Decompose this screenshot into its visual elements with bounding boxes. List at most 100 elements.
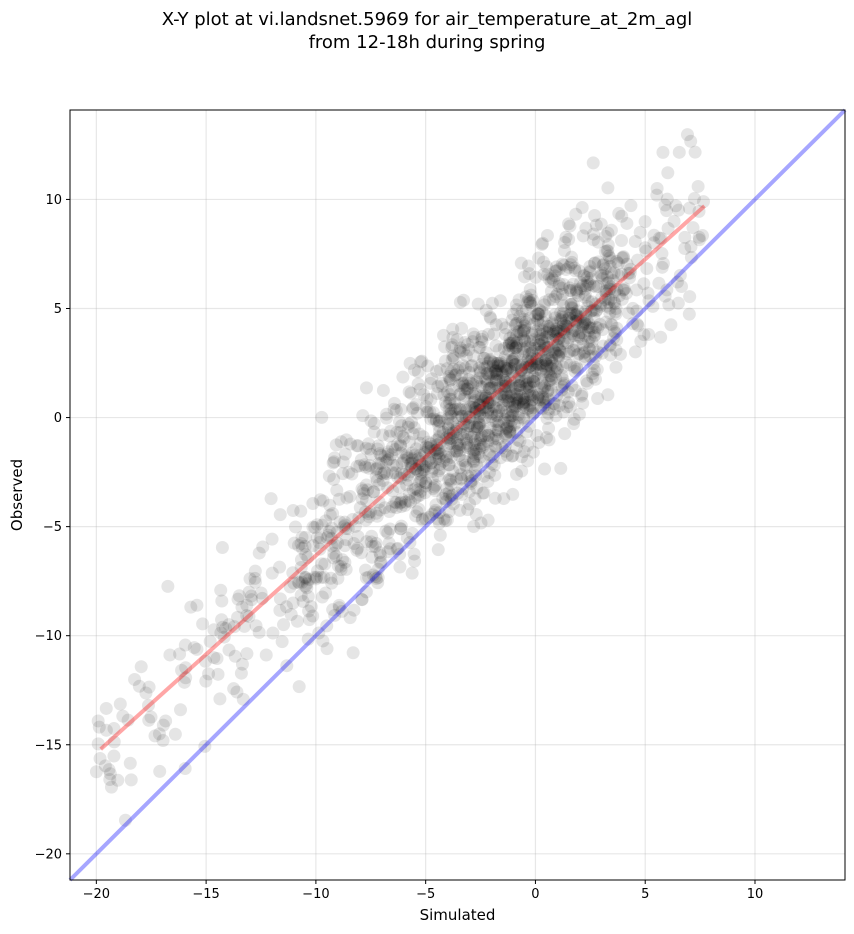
scatter-point <box>586 156 600 170</box>
scatter-point <box>449 472 463 486</box>
scatter-point <box>394 446 408 460</box>
scatter-point <box>421 435 435 449</box>
scatter-point <box>451 363 465 377</box>
scatter-point <box>552 262 566 276</box>
scatter-point <box>382 536 396 550</box>
scatter-point <box>444 409 458 423</box>
scatter-point <box>498 429 512 443</box>
scatter-point <box>561 336 575 350</box>
scatter-point <box>552 277 566 291</box>
scatter-point <box>366 485 380 499</box>
scatter-point <box>517 366 531 380</box>
scatter-point <box>518 392 532 406</box>
scatter-point <box>487 458 501 472</box>
scatter-point <box>477 486 491 500</box>
scatter-point <box>470 422 484 436</box>
scatter-point <box>518 334 532 348</box>
scatter-point <box>437 512 451 526</box>
scatter-point <box>91 714 105 728</box>
scatter-point <box>525 326 539 340</box>
scatter-point <box>559 319 573 333</box>
scatter-point <box>610 254 624 268</box>
scatter-point <box>454 471 468 485</box>
scatter-point <box>359 513 373 527</box>
scatter-point <box>178 638 192 652</box>
scatter-point <box>401 451 415 465</box>
scatter-point <box>199 674 213 688</box>
scatter-point <box>453 387 467 401</box>
scatter-point <box>328 451 342 465</box>
scatter-point <box>684 134 698 148</box>
scatter-point <box>518 334 532 348</box>
scatter-point <box>498 444 512 458</box>
scatter-point <box>430 438 444 452</box>
scatter-point <box>511 408 525 422</box>
scatter-point <box>600 244 614 258</box>
scatter-point <box>540 359 554 373</box>
scatter-point <box>525 388 539 402</box>
scatter-point <box>538 392 552 406</box>
scatter-point <box>488 376 502 390</box>
scatter-point <box>583 349 597 363</box>
scatter-point <box>411 365 425 379</box>
scatter-point <box>620 257 634 271</box>
scatter-point <box>310 530 324 544</box>
scatter-point <box>465 469 479 483</box>
scatter-point <box>464 477 478 491</box>
scatter-point <box>363 442 377 456</box>
scatter-point <box>487 400 501 414</box>
scatter-point <box>196 617 210 631</box>
scatter-point <box>598 245 612 259</box>
scatter-point <box>358 460 372 474</box>
scatter-point <box>397 453 411 467</box>
scatter-point <box>593 317 607 331</box>
scatter-point <box>526 393 540 407</box>
scatter-point <box>550 287 564 301</box>
scatter-point <box>510 415 524 429</box>
scatter-point <box>308 520 322 534</box>
scatter-point <box>570 316 584 330</box>
scatter-point <box>426 406 440 420</box>
scatter-point <box>522 295 536 309</box>
scatter-point <box>630 317 644 331</box>
scatter-point <box>508 351 522 365</box>
scatter-point <box>410 406 424 420</box>
scatter-point <box>544 369 558 383</box>
scatter-point <box>522 360 536 374</box>
scatter-point <box>534 363 548 377</box>
scatter-point <box>478 372 492 386</box>
scatter-point <box>602 276 616 290</box>
scatter-point <box>519 290 533 304</box>
scatter-point <box>519 316 533 330</box>
scatter-point <box>587 279 601 293</box>
scatter-point <box>541 385 555 399</box>
scatter-point <box>473 442 487 456</box>
scatter-point <box>395 419 409 433</box>
scatter-point <box>615 292 629 306</box>
scatter-point <box>601 388 615 402</box>
scatter-point <box>464 376 478 390</box>
scatter-point <box>518 319 532 333</box>
scatter-point <box>232 589 246 603</box>
scatter-point <box>555 309 569 323</box>
scatter-point <box>325 521 339 535</box>
scatter-point <box>427 412 441 426</box>
scatter-point <box>552 332 566 346</box>
scatter-point <box>545 271 559 285</box>
scatter-point <box>579 221 593 235</box>
scatter-point <box>577 346 591 360</box>
scatter-point <box>354 546 368 560</box>
scatter-point <box>479 346 493 360</box>
scatter-point <box>695 229 709 243</box>
scatter-point <box>578 349 592 363</box>
scatter-point <box>596 339 610 353</box>
scatter-point <box>473 364 487 378</box>
scatter-point <box>696 195 710 209</box>
scatter-point <box>493 357 507 371</box>
scatter-point <box>522 376 536 390</box>
scatter-point <box>571 288 585 302</box>
scatter-point <box>578 329 592 343</box>
scatter-point <box>576 338 590 352</box>
scatter-point <box>424 456 438 470</box>
scatter-point <box>515 363 529 377</box>
